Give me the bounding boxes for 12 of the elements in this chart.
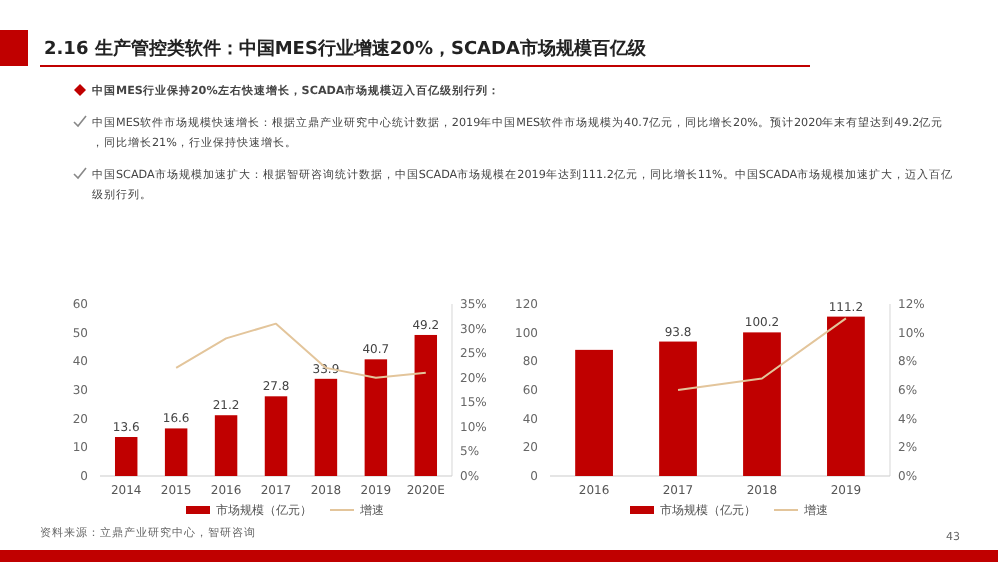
bar — [264, 396, 288, 476]
bar — [114, 437, 138, 476]
bar — [314, 378, 338, 476]
bar — [214, 415, 238, 476]
bar — [414, 334, 438, 476]
bar — [659, 341, 697, 476]
chart-title: 2.16 生产管控类软件：中国MES行业增速20%，SCADA市场规模百亿级 — [44, 38, 648, 60]
bar — [743, 332, 781, 476]
bar — [164, 428, 188, 476]
bar — [364, 359, 388, 476]
bar — [575, 349, 613, 476]
bar — [827, 316, 865, 476]
